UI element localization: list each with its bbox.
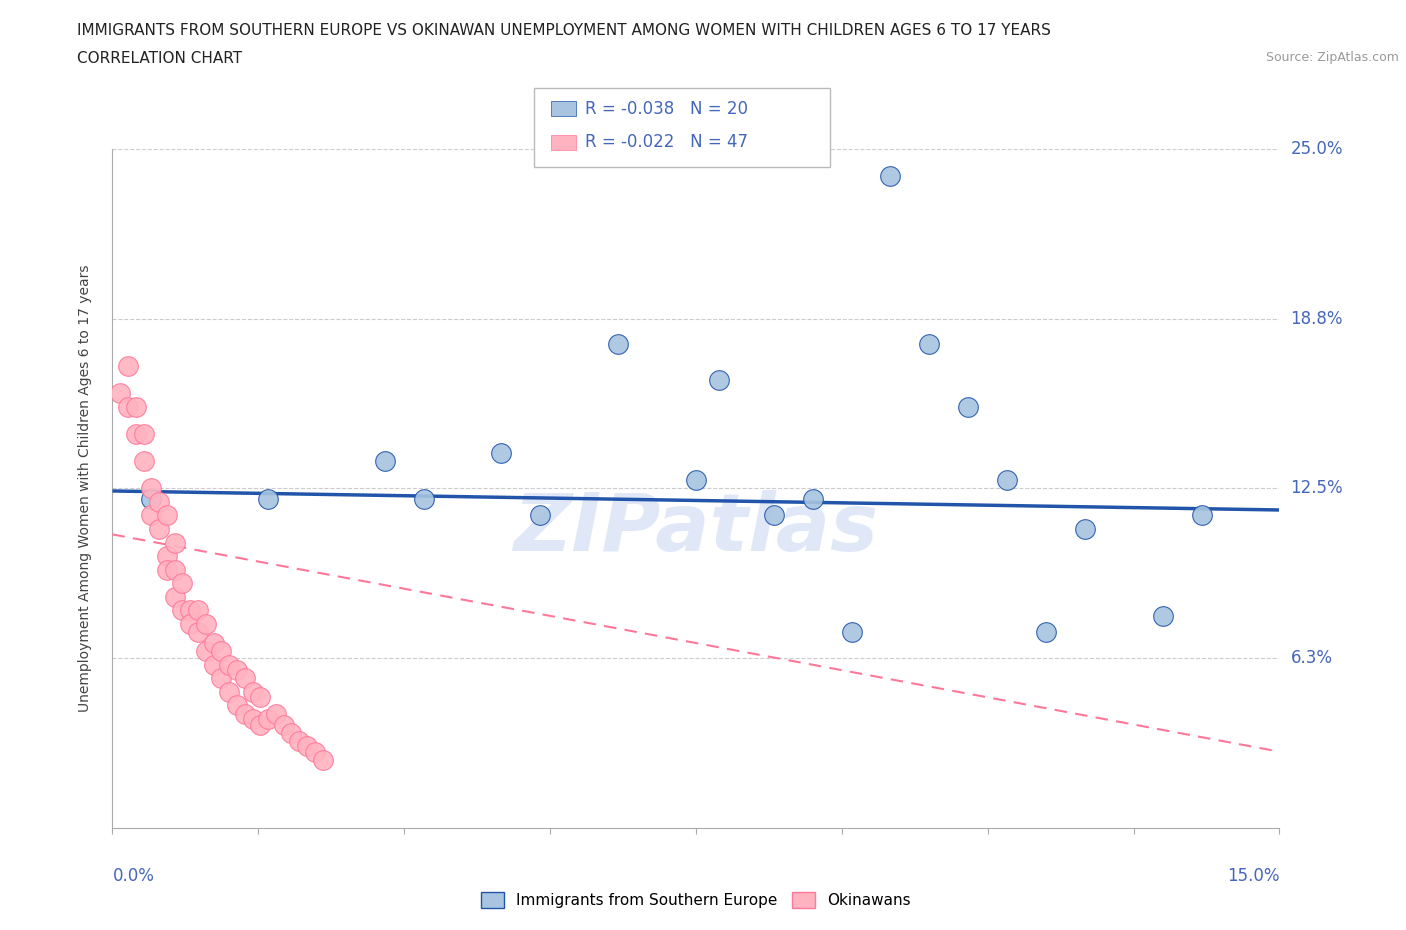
Text: CORRELATION CHART: CORRELATION CHART <box>77 51 242 66</box>
Text: 0.0%: 0.0% <box>112 867 155 884</box>
Point <box>125 399 148 414</box>
Point <box>607 337 630 352</box>
Point <box>226 698 249 713</box>
Point <box>280 725 302 740</box>
Point <box>117 399 139 414</box>
Point <box>179 617 201 631</box>
Text: 6.3%: 6.3% <box>1291 649 1333 667</box>
Point <box>125 427 148 442</box>
Text: 15.0%: 15.0% <box>1227 867 1279 884</box>
Point <box>218 658 240 672</box>
Point <box>172 603 194 618</box>
Point <box>209 644 232 658</box>
Point <box>1035 625 1057 640</box>
Point <box>141 508 163 523</box>
Point <box>132 454 155 469</box>
Point <box>194 644 217 658</box>
Point <box>288 734 311 749</box>
Point <box>491 445 513 460</box>
Point <box>918 337 941 352</box>
Text: R = -0.022   N = 47: R = -0.022 N = 47 <box>585 133 748 152</box>
Point <box>163 563 186 578</box>
Text: ZIPatlas: ZIPatlas <box>513 490 879 568</box>
Point <box>172 576 194 591</box>
Point <box>218 684 240 699</box>
Point <box>141 481 163 496</box>
Point <box>163 535 186 550</box>
Point <box>209 671 232 685</box>
Point <box>242 684 264 699</box>
Y-axis label: Unemployment Among Women with Children Ages 6 to 17 years: Unemployment Among Women with Children A… <box>77 264 91 712</box>
Point <box>1074 522 1097 537</box>
Point <box>257 711 280 726</box>
Point <box>1152 608 1174 623</box>
Point <box>233 671 256 685</box>
Point <box>179 603 201 618</box>
Legend: Immigrants from Southern Europe, Okinawans: Immigrants from Southern Europe, Okinawa… <box>481 892 911 909</box>
Point <box>801 492 824 507</box>
Point <box>1191 508 1213 523</box>
Point <box>148 495 170 510</box>
Point <box>187 603 209 618</box>
Point <box>202 658 225 672</box>
Point <box>841 625 863 640</box>
Point <box>249 690 271 705</box>
Point <box>141 492 163 507</box>
Point <box>529 508 551 523</box>
Point <box>995 472 1018 487</box>
Point <box>156 563 179 578</box>
Text: IMMIGRANTS FROM SOUTHERN EUROPE VS OKINAWAN UNEMPLOYMENT AMONG WOMEN WITH CHILDR: IMMIGRANTS FROM SOUTHERN EUROPE VS OKINA… <box>77 23 1052 38</box>
Point <box>304 744 326 759</box>
Point <box>879 168 901 183</box>
Point <box>412 492 434 507</box>
Text: 18.8%: 18.8% <box>1291 310 1343 327</box>
Text: 12.5%: 12.5% <box>1291 479 1343 498</box>
Point <box>156 508 179 523</box>
Point <box>709 372 731 387</box>
Point <box>264 706 287 721</box>
Point <box>163 590 186 604</box>
Point <box>249 717 271 732</box>
Text: 25.0%: 25.0% <box>1291 140 1343 158</box>
Point <box>295 738 318 753</box>
Point <box>202 635 225 650</box>
Point <box>685 472 707 487</box>
Point <box>194 617 217 631</box>
Point <box>187 625 209 640</box>
Point <box>110 386 132 401</box>
Point <box>257 492 280 507</box>
Point <box>374 454 396 469</box>
Point <box>273 717 295 732</box>
Point <box>148 522 170 537</box>
Point <box>226 663 249 678</box>
Point <box>117 359 139 374</box>
Point <box>156 549 179 564</box>
Point <box>233 706 256 721</box>
Point <box>762 508 785 523</box>
Point <box>957 399 980 414</box>
Text: R = -0.038   N = 20: R = -0.038 N = 20 <box>585 100 748 118</box>
Point <box>132 427 155 442</box>
Text: Source: ZipAtlas.com: Source: ZipAtlas.com <box>1265 51 1399 64</box>
Point <box>242 711 264 726</box>
Point <box>311 752 333 767</box>
